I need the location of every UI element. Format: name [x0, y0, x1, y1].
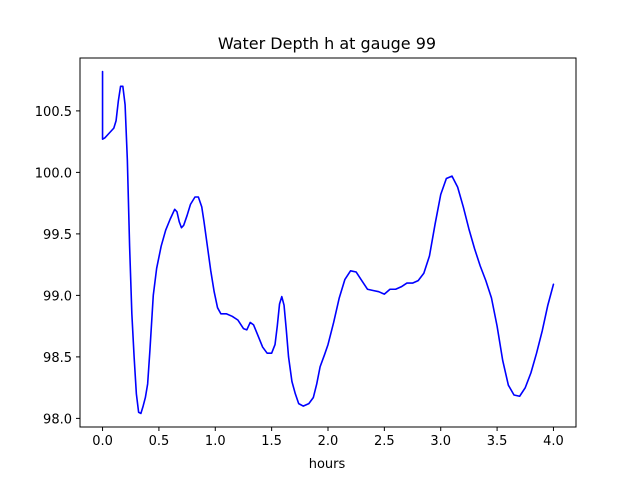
x-tick-label: 0.5 — [149, 434, 170, 449]
x-tick-label: 1.0 — [205, 434, 226, 449]
y-tick-label: 100.5 — [35, 105, 72, 120]
x-tick-label: 2.5 — [374, 434, 395, 449]
x-tick-label: 0.0 — [92, 434, 113, 449]
x-tick-label: 3.5 — [487, 434, 508, 449]
y-axis: 98.0 98.5 99.0 99.5 100.0 100.5 — [35, 105, 80, 427]
chart-title: Water Depth h at gauge 99 — [218, 34, 436, 53]
x-tick-label: 4.0 — [543, 434, 564, 449]
y-tick-label: 99.5 — [43, 228, 72, 243]
x-tick-label: 2.0 — [318, 434, 339, 449]
x-axis-label: hours — [309, 457, 346, 472]
y-tick-label: 100.0 — [35, 166, 72, 181]
x-tick-label: 3.0 — [430, 434, 451, 449]
series-line-0 — [101, 70, 555, 415]
y-tick-label: 99.0 — [43, 289, 72, 304]
x-axis: 0.0 0.5 1.0 1.5 2.0 2.5 3.0 3.5 4.0 — [92, 427, 564, 449]
x-tick-label: 1.5 — [261, 434, 282, 449]
y-tick-label: 98.5 — [43, 351, 72, 366]
y-tick-label: 98.0 — [43, 412, 72, 427]
